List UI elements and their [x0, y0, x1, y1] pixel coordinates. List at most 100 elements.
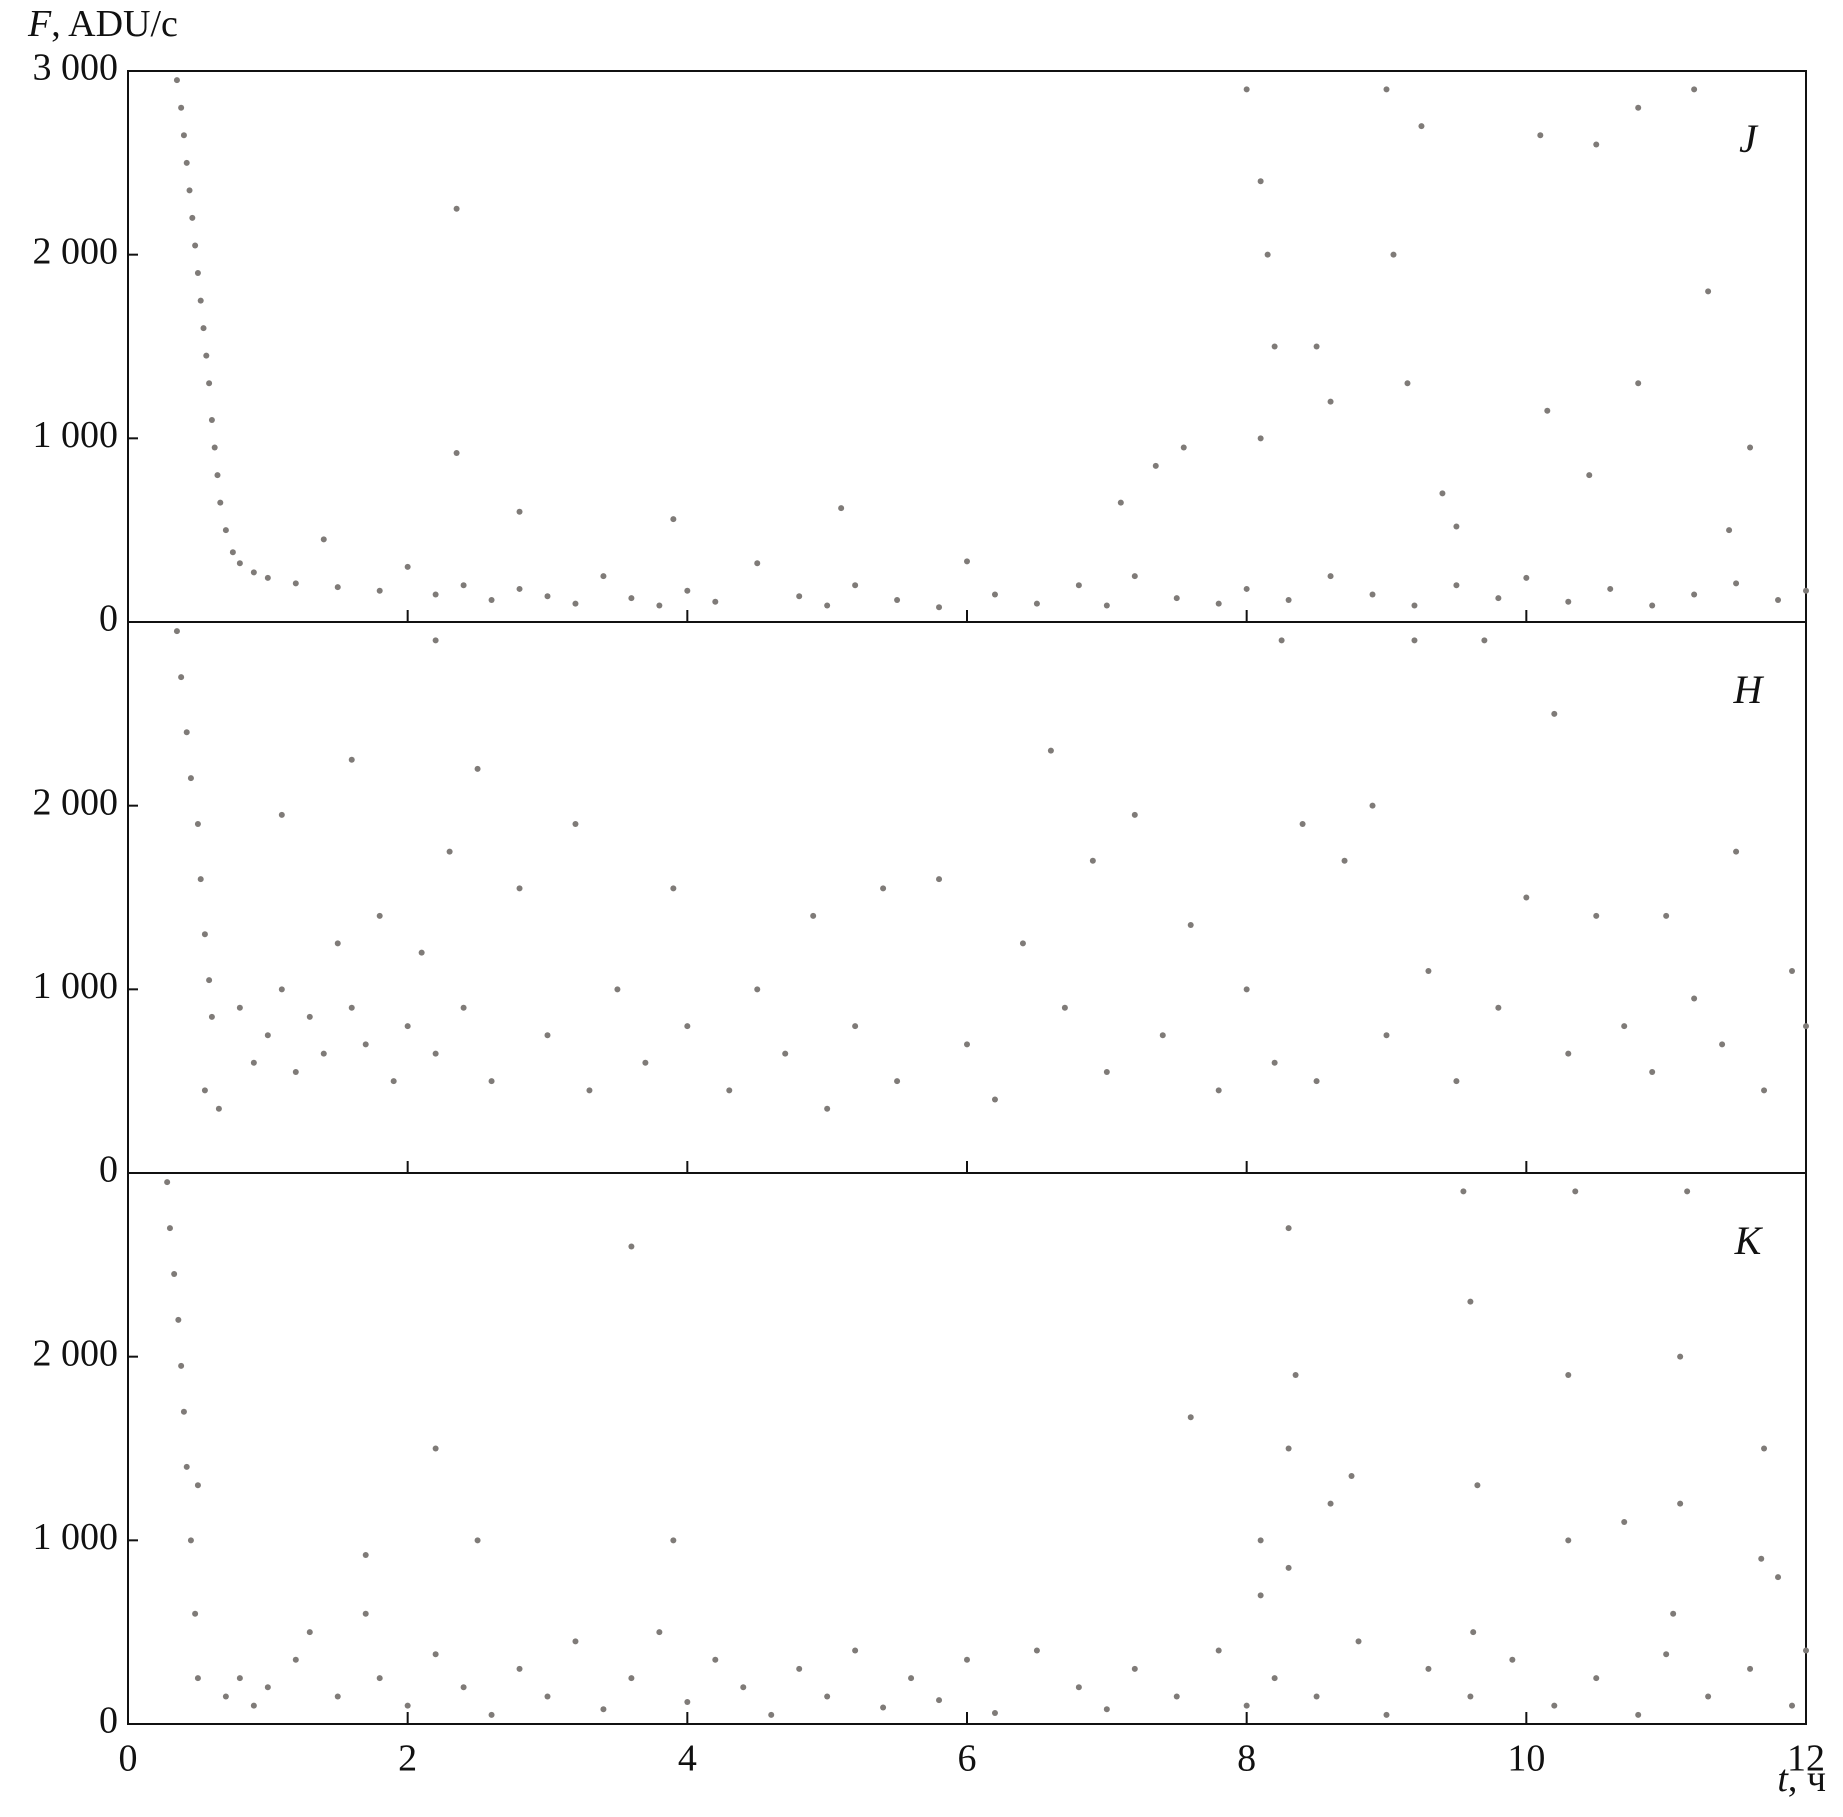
data-point: [908, 1675, 915, 1682]
data-point: [180, 1408, 187, 1415]
data-point: [334, 584, 341, 591]
data-point: [572, 821, 579, 828]
data-point: [1313, 343, 1320, 350]
data-point: [432, 637, 439, 644]
data-point: [250, 1059, 257, 1066]
data-point: [178, 104, 185, 111]
data-point: [1691, 591, 1698, 598]
data-point: [516, 508, 523, 515]
x-tick-label: 6: [958, 1738, 977, 1780]
data-point: [1726, 527, 1733, 534]
data-point: [1187, 1414, 1194, 1421]
data-point: [1411, 637, 1418, 644]
data-point: [964, 1656, 970, 1663]
data-point: [192, 1610, 199, 1617]
data-point: [334, 1693, 341, 1700]
data-point: [1215, 1087, 1222, 1094]
data-point: [684, 587, 691, 594]
data-point: [740, 1684, 747, 1691]
data-point: [1089, 857, 1096, 864]
data-point: [782, 1050, 789, 1057]
y-tick-label: 1 000: [33, 1516, 119, 1558]
data-point: [1453, 1078, 1460, 1085]
data-point: [236, 560, 243, 567]
data-point: [488, 1078, 495, 1085]
data-point: [183, 1463, 190, 1470]
data-point: [1572, 1188, 1579, 1195]
data-point: [964, 558, 970, 565]
data-point: [1103, 602, 1110, 609]
data-point: [1775, 1574, 1782, 1581]
x-tick-label: 10: [1507, 1738, 1545, 1780]
data-point: [1649, 1068, 1656, 1075]
data-point: [229, 549, 236, 556]
data-point: [376, 587, 383, 594]
data-point: [1761, 1087, 1768, 1094]
data-point: [201, 1087, 208, 1094]
data-point: [1453, 523, 1460, 530]
data-point: [991, 1096, 998, 1103]
data-point: [838, 505, 845, 512]
data-point: [1470, 1629, 1477, 1636]
data-point: [712, 598, 719, 605]
data-point: [670, 516, 677, 523]
data-point: [852, 582, 859, 589]
data-point: [1131, 1665, 1138, 1672]
panel-label: J: [1739, 116, 1759, 161]
data-point: [187, 1537, 194, 1544]
data-point: [1733, 580, 1740, 587]
x-tick-label: 8: [1237, 1738, 1256, 1780]
data-point: [1019, 940, 1026, 947]
data-point: [1257, 435, 1264, 442]
data-point: [1292, 1372, 1299, 1379]
data-point: [824, 1105, 831, 1112]
data-point: [1215, 600, 1222, 607]
data-point: [894, 1078, 901, 1085]
data-point: [852, 1023, 859, 1030]
data-point: [1719, 1041, 1726, 1048]
data-point: [1460, 1188, 1467, 1195]
data-point: [1033, 600, 1040, 607]
data-point: [1425, 1665, 1432, 1672]
data-point: [1649, 602, 1656, 609]
data-point: [178, 1362, 185, 1369]
data-point: [600, 1706, 607, 1713]
data-point: [516, 1665, 523, 1672]
data-point: [376, 1675, 383, 1682]
data-point: [894, 596, 901, 603]
data-point: [1684, 1188, 1691, 1195]
data-point: [936, 604, 943, 611]
data-point: [1285, 596, 1292, 603]
data-point: [1803, 1647, 1809, 1654]
data-point: [1180, 444, 1187, 451]
data-point: [1173, 595, 1180, 602]
data-point: [1285, 1445, 1292, 1452]
data-point: [1075, 582, 1082, 589]
data-point: [1551, 710, 1558, 717]
y-axis-label: F, ADU/c: [27, 3, 178, 45]
data-point: [1663, 912, 1670, 919]
data-point: [1411, 602, 1418, 609]
data-point: [1131, 573, 1138, 580]
data-point: [222, 527, 229, 534]
data-point: [1383, 1032, 1390, 1039]
data-point: [1635, 380, 1642, 387]
data-point: [1075, 1684, 1082, 1691]
data-point: [194, 1675, 201, 1682]
data-point: [1327, 573, 1334, 580]
data-point: [183, 729, 190, 736]
y-tick-label: 2 000: [33, 781, 119, 823]
data-point: [1586, 472, 1593, 479]
panel-label: H: [1733, 667, 1765, 712]
data-point: [991, 591, 998, 598]
data-point: [1278, 637, 1285, 644]
data-point: [1047, 747, 1054, 754]
data-point: [516, 585, 523, 592]
data-point: [684, 1023, 691, 1030]
data-point: [1481, 637, 1488, 644]
data-point: [474, 765, 481, 772]
data-point: [991, 1709, 998, 1716]
data-point: [1285, 1564, 1292, 1571]
data-point: [1621, 1023, 1628, 1030]
